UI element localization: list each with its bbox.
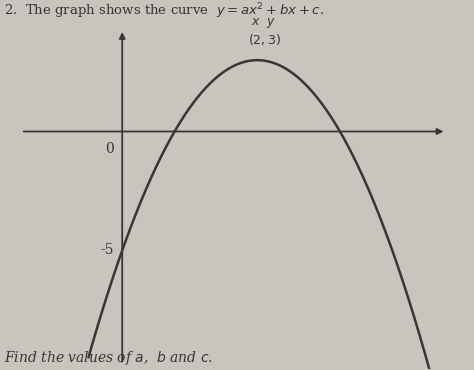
Text: $(2, 3)$: $(2, 3)$	[247, 33, 281, 47]
Text: $x$  $y$: $x$ $y$	[251, 16, 277, 30]
Text: 0: 0	[105, 142, 114, 156]
Text: Find the values of $a$,  $b$ and $c$.: Find the values of $a$, $b$ and $c$.	[4, 349, 213, 367]
Text: -5: -5	[100, 243, 114, 258]
Text: 2.  The graph shows the curve  $y = ax^2 + bx + c$.: 2. The graph shows the curve $y = ax^2 +…	[4, 2, 324, 21]
